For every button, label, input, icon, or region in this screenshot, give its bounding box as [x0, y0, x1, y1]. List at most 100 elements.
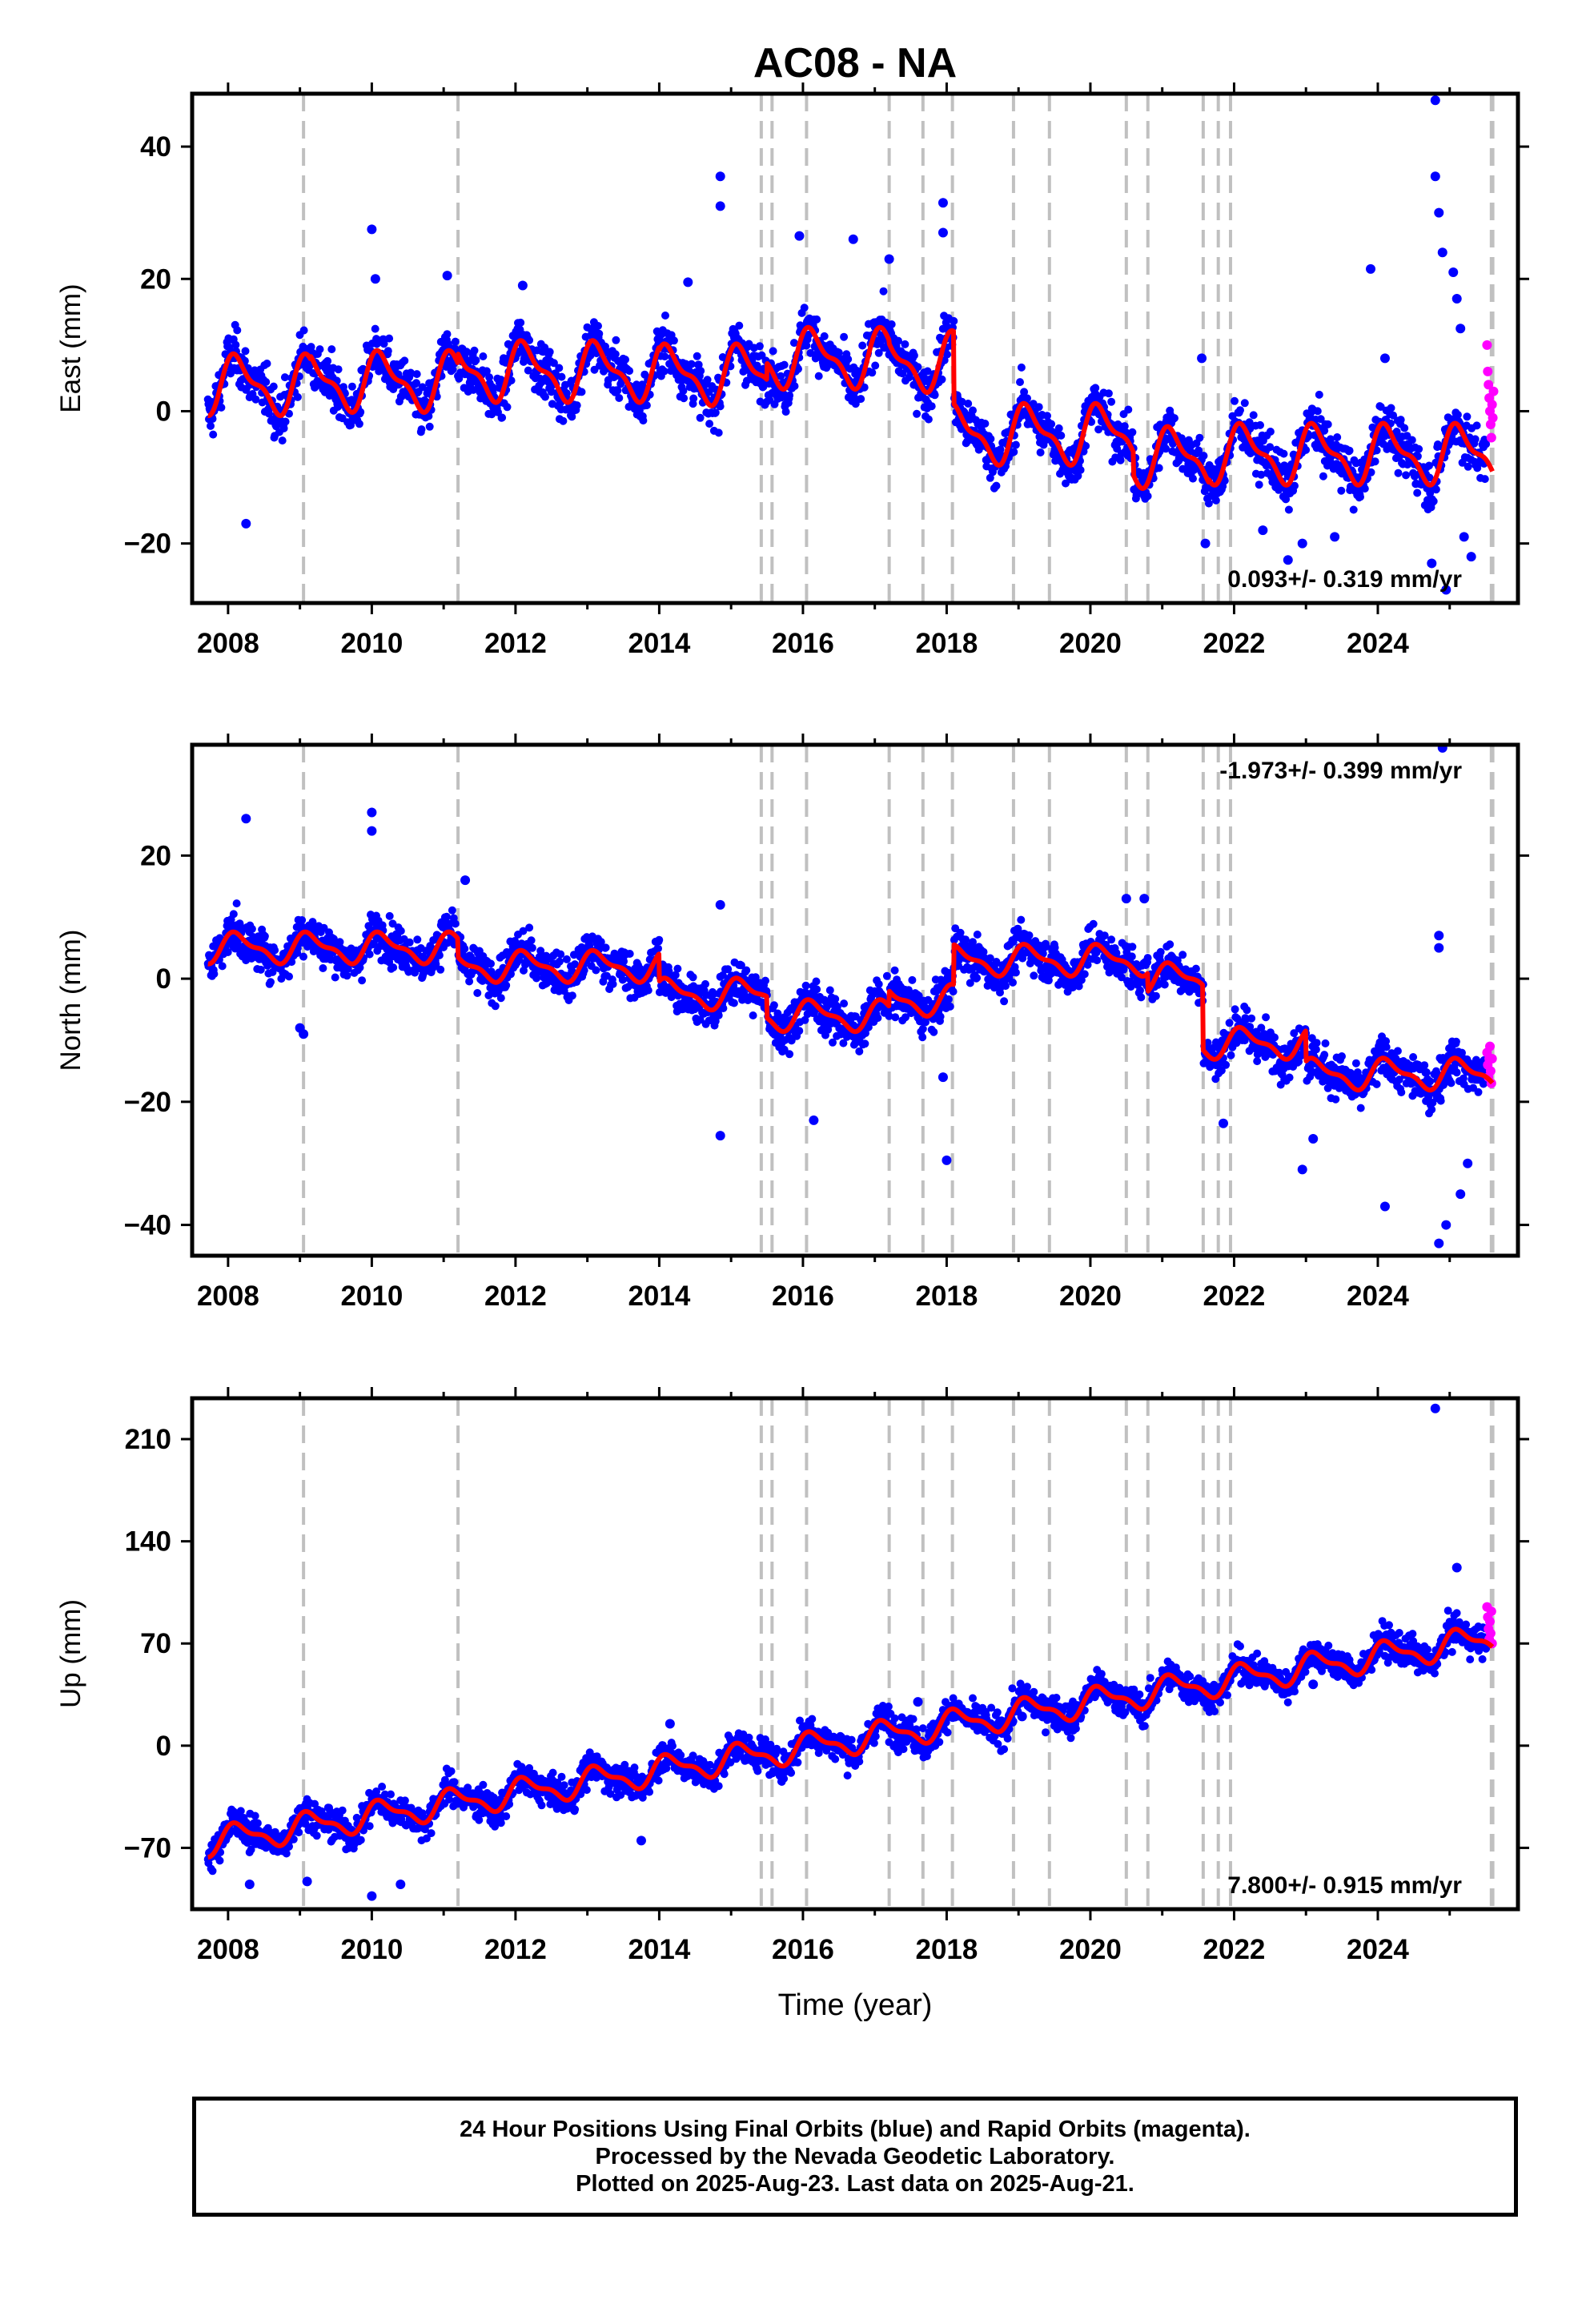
final-orbit-points: [203, 287, 1491, 514]
x-tick-label: 2022: [1203, 628, 1266, 659]
y-tick-label: 140: [125, 1526, 171, 1558]
x-tick-label: 2018: [916, 628, 978, 659]
y-tick-label: 20: [140, 263, 171, 295]
outlier-point: [1448, 267, 1459, 278]
outlier-point: [1197, 353, 1207, 364]
x-tick-label: 2008: [197, 628, 259, 659]
outlier-point: [1283, 555, 1293, 565]
outlier-point: [1297, 1164, 1307, 1175]
x-tick-label: 2014: [628, 628, 690, 659]
y-axis-label: North (mm): [55, 930, 86, 1072]
outlier-point: [244, 1880, 255, 1890]
outlier-point: [809, 1115, 819, 1125]
outlier-point: [241, 518, 251, 529]
x-tick-label: 2008: [197, 1934, 259, 1965]
outlier-point: [1379, 353, 1390, 364]
rapid-orbit-point: [1484, 380, 1494, 390]
x-tick-label: 2010: [340, 1281, 403, 1312]
outlier-point: [1434, 931, 1444, 941]
model-fit-line: [206, 1626, 1495, 1860]
y-tick-label: 0: [156, 963, 171, 995]
outlier-point: [1456, 1189, 1466, 1200]
outlier-point: [1430, 1403, 1440, 1413]
outlier-point: [1430, 171, 1440, 182]
x-tick-label: 2024: [1347, 1281, 1409, 1312]
outlier-point: [370, 274, 380, 284]
rapid-orbit-point: [1484, 1041, 1495, 1051]
x-tick-label: 2018: [916, 1934, 978, 1965]
outlier-point: [884, 254, 894, 264]
outlier-point: [938, 227, 948, 238]
caption-line-2: Processed by the Nevada Geodetic Laborat…: [595, 2144, 1115, 2169]
outlier-point: [1017, 1711, 1027, 1722]
x-axis-label: Time (year): [778, 1988, 933, 2022]
y-tick-label: 210: [125, 1424, 171, 1455]
outlier-point: [794, 231, 805, 241]
chart-title: AC08 - NA: [753, 40, 957, 86]
panel-frame: [190, 1396, 1520, 1912]
y-tick-label: −20: [124, 1087, 171, 1118]
plot-area: [203, 745, 1497, 1256]
y-tick-label: 20: [140, 840, 171, 871]
y-axis-label: Up (mm): [55, 1599, 86, 1708]
x-tick-label: 2012: [484, 628, 547, 659]
outlier-point: [1200, 538, 1211, 549]
outlier-point: [1434, 943, 1444, 953]
outlier-point: [665, 1719, 675, 1729]
outlier-point: [848, 234, 858, 244]
outlier-point: [1258, 525, 1268, 536]
outlier-point: [1441, 1220, 1452, 1230]
x-tick-label: 2016: [772, 1934, 834, 1965]
outlier-point: [1452, 1562, 1462, 1573]
outlier-point: [396, 1880, 406, 1890]
rate-label: -1.973+/- 0.399 mm/yr: [1219, 758, 1462, 784]
x-tick-label: 2008: [197, 1281, 259, 1312]
outlier-point: [1219, 1118, 1228, 1128]
x-tick-label: 2012: [484, 1281, 547, 1312]
outlier-point: [442, 271, 452, 281]
outlier-point: [517, 280, 528, 291]
rapid-orbit-point: [1482, 340, 1492, 350]
outlier-point: [1139, 894, 1150, 904]
outlier-point: [367, 807, 377, 818]
x-tick-label: 2010: [340, 628, 403, 659]
y-tick-label: 40: [140, 131, 171, 163]
y-tick-label: 70: [140, 1628, 171, 1659]
outlier-point: [241, 814, 251, 824]
outlier-point: [1308, 1133, 1319, 1144]
x-tick-label: 2022: [1203, 1934, 1266, 1965]
outlier-point: [913, 1697, 923, 1707]
rapid-orbit-point: [1486, 432, 1496, 443]
caption-line-1: 24 Hour Positions Using Final Orbits (bl…: [460, 2117, 1251, 2142]
outlier-point: [1330, 532, 1340, 542]
outlier-point: [715, 899, 725, 910]
outlier-point: [367, 224, 377, 235]
final-orbit-points: [203, 899, 1491, 1118]
outlier-point: [1452, 294, 1462, 304]
outlier-point: [1434, 1238, 1444, 1248]
outlier-point: [1121, 894, 1131, 904]
rapid-orbit-point: [1483, 366, 1493, 376]
y-tick-label: 0: [156, 396, 171, 427]
rapid-orbit-point: [1485, 1066, 1496, 1076]
rate-label: 0.093+/- 0.319 mm/yr: [1227, 566, 1462, 593]
rapid-orbit-point: [1485, 1628, 1496, 1638]
plot-area: [203, 1398, 1497, 1909]
x-tick-label: 2024: [1347, 1934, 1409, 1965]
outlier-point: [715, 171, 725, 182]
caption-box: 24 Hour Positions Using Final Orbits (bl…: [192, 2097, 1518, 2217]
outlier-point: [636, 1835, 646, 1846]
x-tick-label: 2014: [628, 1281, 690, 1312]
outlier-point: [302, 1876, 312, 1887]
north-panel: 2008 2010 2012 2014 2016 2018 2020 2022 2024 −40 −…: [55, 734, 1529, 1312]
outlier-point: [367, 1891, 377, 1901]
model-fit-line: [206, 929, 1495, 1093]
x-tick-label: 2020: [1059, 1934, 1122, 1965]
up-panel: 2008 2010 2012 2014 2016 2018 2020 2022 2024 −70 0…: [55, 1387, 1529, 2022]
outlier-point: [683, 277, 693, 287]
rapid-orbit-point: [1487, 400, 1497, 410]
outlier-point: [715, 1131, 725, 1141]
outlier-point: [1456, 324, 1466, 334]
x-tick-label: 2024: [1347, 628, 1409, 659]
